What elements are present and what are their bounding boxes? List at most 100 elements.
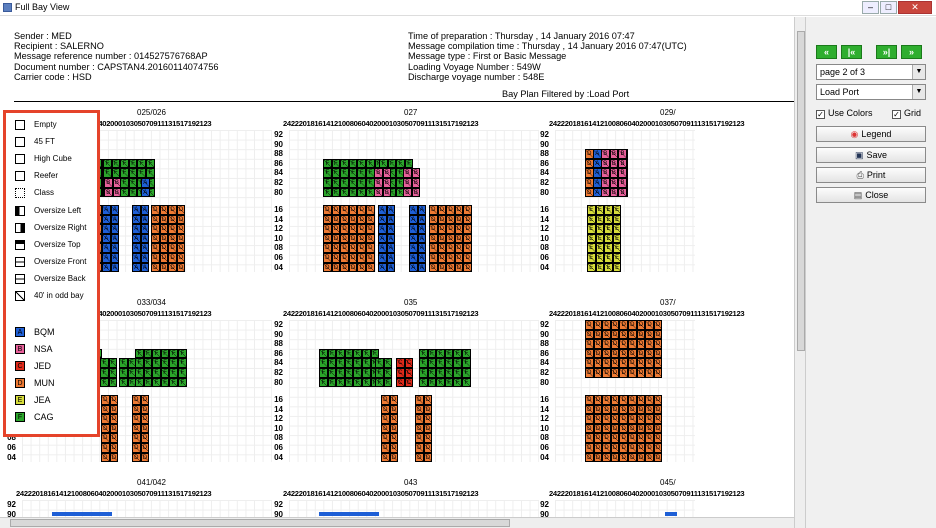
container-cell[interactable]: B (601, 168, 610, 178)
container-cell[interactable]: A (409, 233, 418, 244)
container-cell[interactable]: A (102, 205, 111, 215)
container-cell[interactable]: D (610, 368, 620, 378)
container-cell[interactable]: D (645, 423, 654, 434)
container-cell[interactable]: D (357, 205, 366, 215)
container-cell[interactable]: D (381, 395, 390, 405)
container-cell[interactable]: F (128, 158, 138, 169)
container-cell[interactable]: F (436, 377, 445, 388)
next-page-button[interactable]: »| (876, 45, 897, 59)
container-cell[interactable]: D (423, 395, 433, 405)
container-cell[interactable]: D (446, 224, 455, 234)
container-cell[interactable]: F (331, 187, 341, 198)
container-cell[interactable]: D (132, 395, 141, 405)
container-cell[interactable]: D (415, 414, 424, 424)
container-cell[interactable]: B (618, 158, 627, 169)
container-cell[interactable]: D (610, 395, 620, 405)
container-cell[interactable]: F (169, 358, 178, 368)
container-cell[interactable]: D (357, 243, 366, 253)
container-cell[interactable]: D (602, 414, 611, 424)
container-cell[interactable]: D (366, 243, 375, 253)
container-cell[interactable]: F (336, 377, 345, 388)
container-cell[interactable]: F (357, 187, 366, 198)
container-cell[interactable]: F (319, 377, 328, 388)
container-cell[interactable]: D (645, 404, 654, 415)
container-cell[interactable]: A (417, 205, 427, 215)
container-cell[interactable]: A (417, 214, 427, 225)
close-button[interactable]: ▤ Close (816, 187, 926, 203)
container-cell[interactable]: B (618, 149, 627, 159)
container-cell[interactable]: D (628, 320, 637, 330)
container-cell[interactable]: D (636, 395, 646, 405)
container-cell[interactable]: D (585, 423, 594, 434)
container-cell[interactable]: D (140, 395, 150, 405)
container-cell[interactable]: D (610, 348, 620, 359)
container-cell[interactable]: D (602, 339, 611, 349)
container-cell[interactable]: D (429, 205, 438, 215)
container-cell[interactable]: D (610, 358, 620, 368)
container-cell[interactable]: D (140, 414, 150, 424)
container-cell[interactable]: A (386, 243, 396, 253)
container-cell[interactable]: D (101, 414, 110, 424)
container-cell[interactable]: D (159, 205, 169, 215)
container-cell[interactable]: D (585, 339, 594, 349)
container-cell[interactable]: D (109, 452, 119, 463)
container-cell[interactable]: F (419, 377, 428, 388)
container-cell[interactable]: F (427, 358, 437, 368)
container-cell[interactable]: D (619, 414, 628, 424)
container-cell[interactable]: D (610, 329, 620, 340)
container-cell[interactable]: D (109, 443, 119, 453)
container-cell[interactable]: D (619, 320, 628, 330)
container-cell[interactable]: D (437, 262, 447, 273)
container-cell[interactable]: A (110, 224, 120, 234)
container-cell[interactable]: D (348, 233, 358, 244)
container-cell[interactable]: D (429, 224, 438, 234)
container-cell[interactable]: F (340, 187, 349, 198)
container-cell[interactable]: F (135, 377, 144, 388)
container-cell[interactable]: F (152, 368, 161, 378)
container-cell[interactable]: F (419, 358, 428, 368)
container-cell[interactable]: F (152, 348, 161, 359)
container-cell[interactable]: A (140, 233, 150, 244)
container-cell[interactable]: D (331, 262, 341, 273)
container-cell[interactable]: A (409, 224, 418, 234)
container-cell[interactable]: F (362, 377, 371, 388)
container-cell[interactable]: D (628, 348, 637, 359)
container-cell[interactable]: D (602, 452, 611, 463)
container-cell[interactable]: D (340, 233, 349, 244)
container-cell[interactable]: D (653, 414, 663, 424)
container-cell[interactable]: B (112, 187, 122, 198)
container-cell[interactable]: F (357, 168, 366, 178)
container-cell[interactable]: A (386, 253, 396, 263)
container-cell[interactable]: F (323, 158, 332, 169)
container-cell[interactable]: F (135, 368, 144, 378)
container-cell[interactable]: D (593, 395, 603, 405)
container-cell[interactable]: F (336, 358, 345, 368)
container-cell[interactable]: D (653, 320, 663, 330)
container-cell[interactable]: F (103, 168, 112, 178)
container-cell[interactable]: A (409, 214, 418, 225)
container-cell[interactable]: A (140, 243, 150, 253)
container-cell[interactable]: D (628, 433, 637, 443)
container-cell[interactable]: D (381, 452, 390, 463)
container-cell[interactable]: D (454, 233, 464, 244)
container-cell[interactable]: A (417, 224, 427, 234)
container-cell[interactable]: F (146, 158, 155, 169)
container-cell[interactable]: D (429, 214, 438, 225)
container-cell[interactable]: D (151, 262, 160, 273)
container-cell[interactable]: E (612, 233, 622, 244)
container-cell[interactable]: F (340, 168, 349, 178)
container-cell[interactable]: D (636, 368, 646, 378)
container-cell[interactable]: F (427, 368, 437, 378)
container-cell[interactable]: F (444, 348, 454, 359)
container-cell[interactable]: D (109, 423, 119, 434)
container-cell[interactable]: F (383, 358, 393, 368)
container-cell[interactable]: D (619, 404, 628, 415)
container-cell[interactable]: F (348, 158, 358, 169)
container-cell[interactable]: D (619, 395, 628, 405)
container-cell[interactable]: F (336, 348, 345, 359)
container-cell[interactable]: A (132, 233, 141, 244)
container-cell[interactable]: A (141, 187, 150, 198)
container-cell[interactable]: F (169, 348, 178, 359)
container-cell[interactable]: F (348, 168, 358, 178)
container-cell[interactable]: F (387, 158, 397, 169)
